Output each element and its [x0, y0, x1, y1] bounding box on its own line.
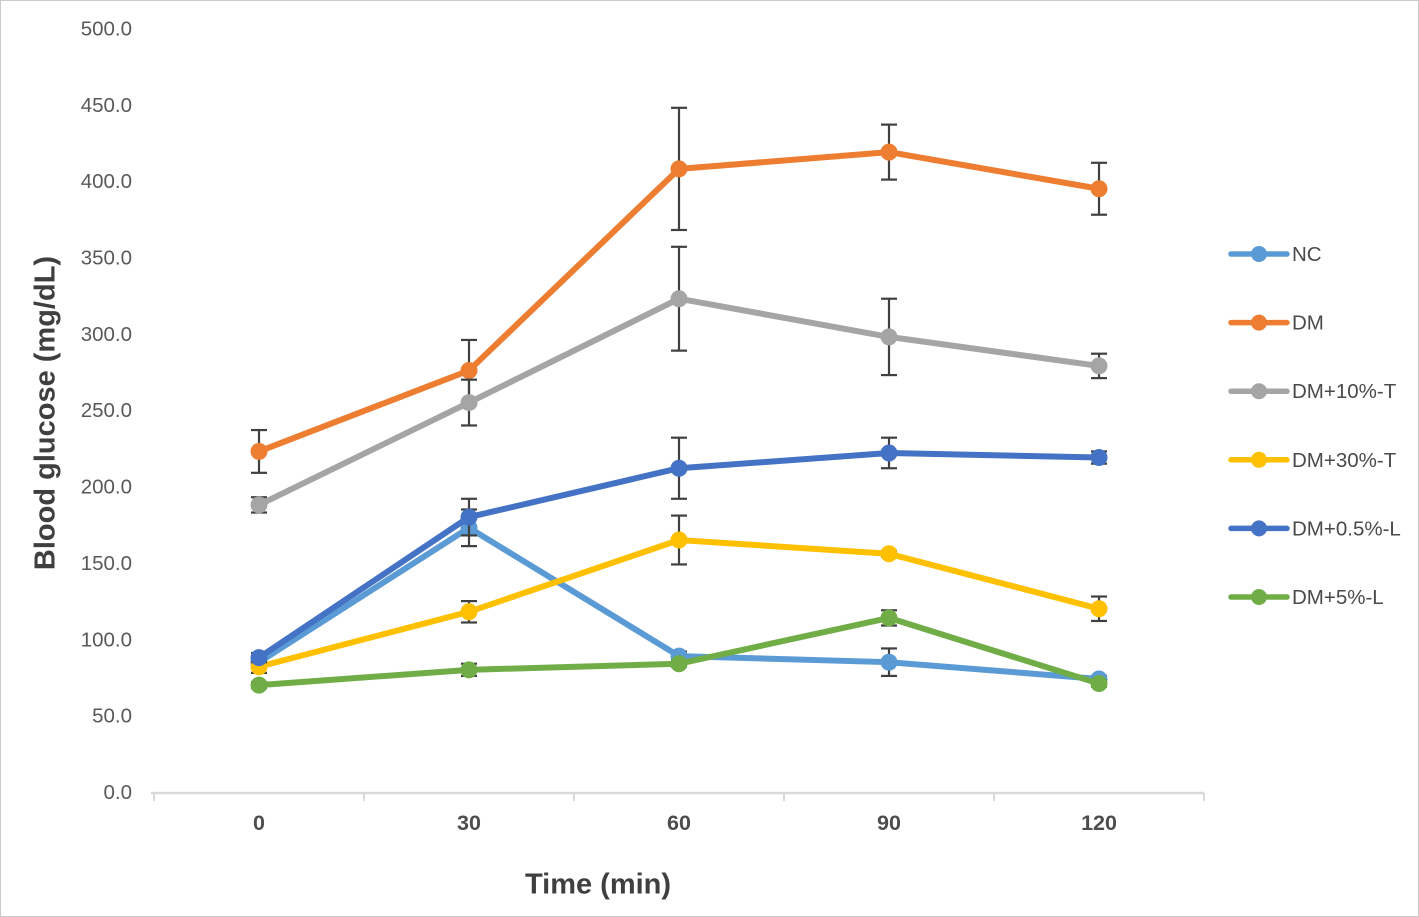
series-DM+0.5%-L: [250, 436, 1108, 667]
x-tick-label: 0: [253, 811, 265, 835]
data-point-DM+10%-T-120: [1090, 357, 1108, 375]
y-tick-label: 200.0: [81, 476, 132, 499]
legend-label-DM: DM: [1292, 312, 1324, 335]
x-tick-label: 30: [457, 811, 481, 835]
y-tick-label: 100.0: [81, 628, 132, 651]
data-point-DM-30: [460, 361, 478, 379]
data-point-DM-90: [880, 143, 898, 161]
series-DM+10%-T: [250, 245, 1108, 514]
data-point-DM+0.5%-L-120: [1090, 449, 1108, 467]
legend-item-DM: DM: [1228, 312, 1324, 335]
y-tick-label: 250.0: [81, 399, 132, 422]
data-point-DM+0.5%-L-0: [250, 649, 268, 667]
legend-label-NC: NC: [1292, 243, 1322, 266]
data-point-DM+10%-T-0: [250, 496, 268, 514]
legend-label-DM+0.5%-L: DM+0.5%-L: [1292, 517, 1401, 540]
legend-item-DM+10%-T: DM+10%-T: [1228, 380, 1397, 403]
data-point-DM+5%-L-30: [460, 661, 478, 679]
y-tick-label: 500.0: [81, 17, 132, 40]
x-tick-label: 120: [1081, 811, 1117, 835]
y-tick-label: 0.0: [104, 781, 133, 804]
x-axis-title: Time (min): [524, 868, 672, 901]
legend-marker-DM+10%-T: [1251, 383, 1267, 400]
legend-item-DM+30%-T: DM+30%-T: [1228, 449, 1397, 472]
y-tick-label: 50.0: [92, 705, 132, 728]
y-tick-label: 450.0: [81, 94, 132, 117]
data-point-DM-120: [1090, 180, 1108, 198]
data-point-DM+0.5%-L-30: [460, 508, 478, 526]
legend-item-DM+5%-L: DM+5%-L: [1228, 586, 1384, 609]
legend-marker-DM: [1251, 314, 1267, 331]
data-point-DM+30%-T-60: [670, 531, 688, 549]
data-point-DM+10%-T-60: [670, 290, 688, 308]
data-point-DM+0.5%-L-90: [880, 444, 898, 462]
legend-marker-DM+5%-L: [1251, 589, 1267, 605]
data-point-NC-90: [880, 653, 898, 671]
data-point-DM+30%-T-90: [880, 545, 898, 563]
data-point-DM+10%-T-30: [460, 394, 478, 412]
data-point-DM+5%-L-60: [670, 655, 688, 673]
legend-label-DM+10%-T: DM+10%-T: [1292, 380, 1397, 403]
legend: NC DM DM+10%-T DM+30%-T DM+0.5%-L DM+5%-L: [1228, 243, 1401, 609]
legend-marker-NC: [1251, 246, 1267, 262]
legend-label-DM+5%-L: DM+5%-L: [1292, 586, 1384, 609]
data-point-DM-60: [670, 160, 688, 178]
x-tick-label: 90: [877, 811, 901, 835]
data-point-DM+30%-T-30: [460, 603, 478, 621]
legend-item-NC: NC: [1228, 243, 1322, 266]
y-axis-title: Blood glucose (mg/dL): [29, 255, 62, 571]
data-point-DM+0.5%-L-60: [670, 459, 688, 477]
y-tick-label: 300.0: [81, 323, 132, 346]
legend-marker-DM+30%-T: [1251, 451, 1267, 468]
legend-label-DM+30%-T: DM+30%-T: [1292, 449, 1397, 472]
data-point-DM+5%-L-90: [880, 609, 898, 627]
data-point-DM+30%-T-120: [1090, 600, 1108, 618]
data-point-DM+5%-L-120: [1090, 675, 1108, 693]
y-tick-label: 400.0: [81, 170, 132, 193]
data-point-DM-0: [250, 442, 268, 460]
y-tick-label: 150.0: [81, 552, 132, 575]
legend-item-DM+0.5%-L: DM+0.5%-L: [1228, 517, 1401, 540]
series-DM+5%-L: [250, 609, 1108, 694]
series-DM+30%-T: [250, 514, 1108, 676]
y-tick-label: 350.0: [81, 246, 132, 269]
data-point-DM+10%-T-90: [880, 328, 898, 346]
legend-marker-DM+0.5%-L: [1251, 520, 1267, 537]
series-DM: [250, 106, 1108, 474]
data-point-DM+5%-L-0: [250, 676, 268, 694]
x-tick-label: 60: [667, 811, 691, 835]
